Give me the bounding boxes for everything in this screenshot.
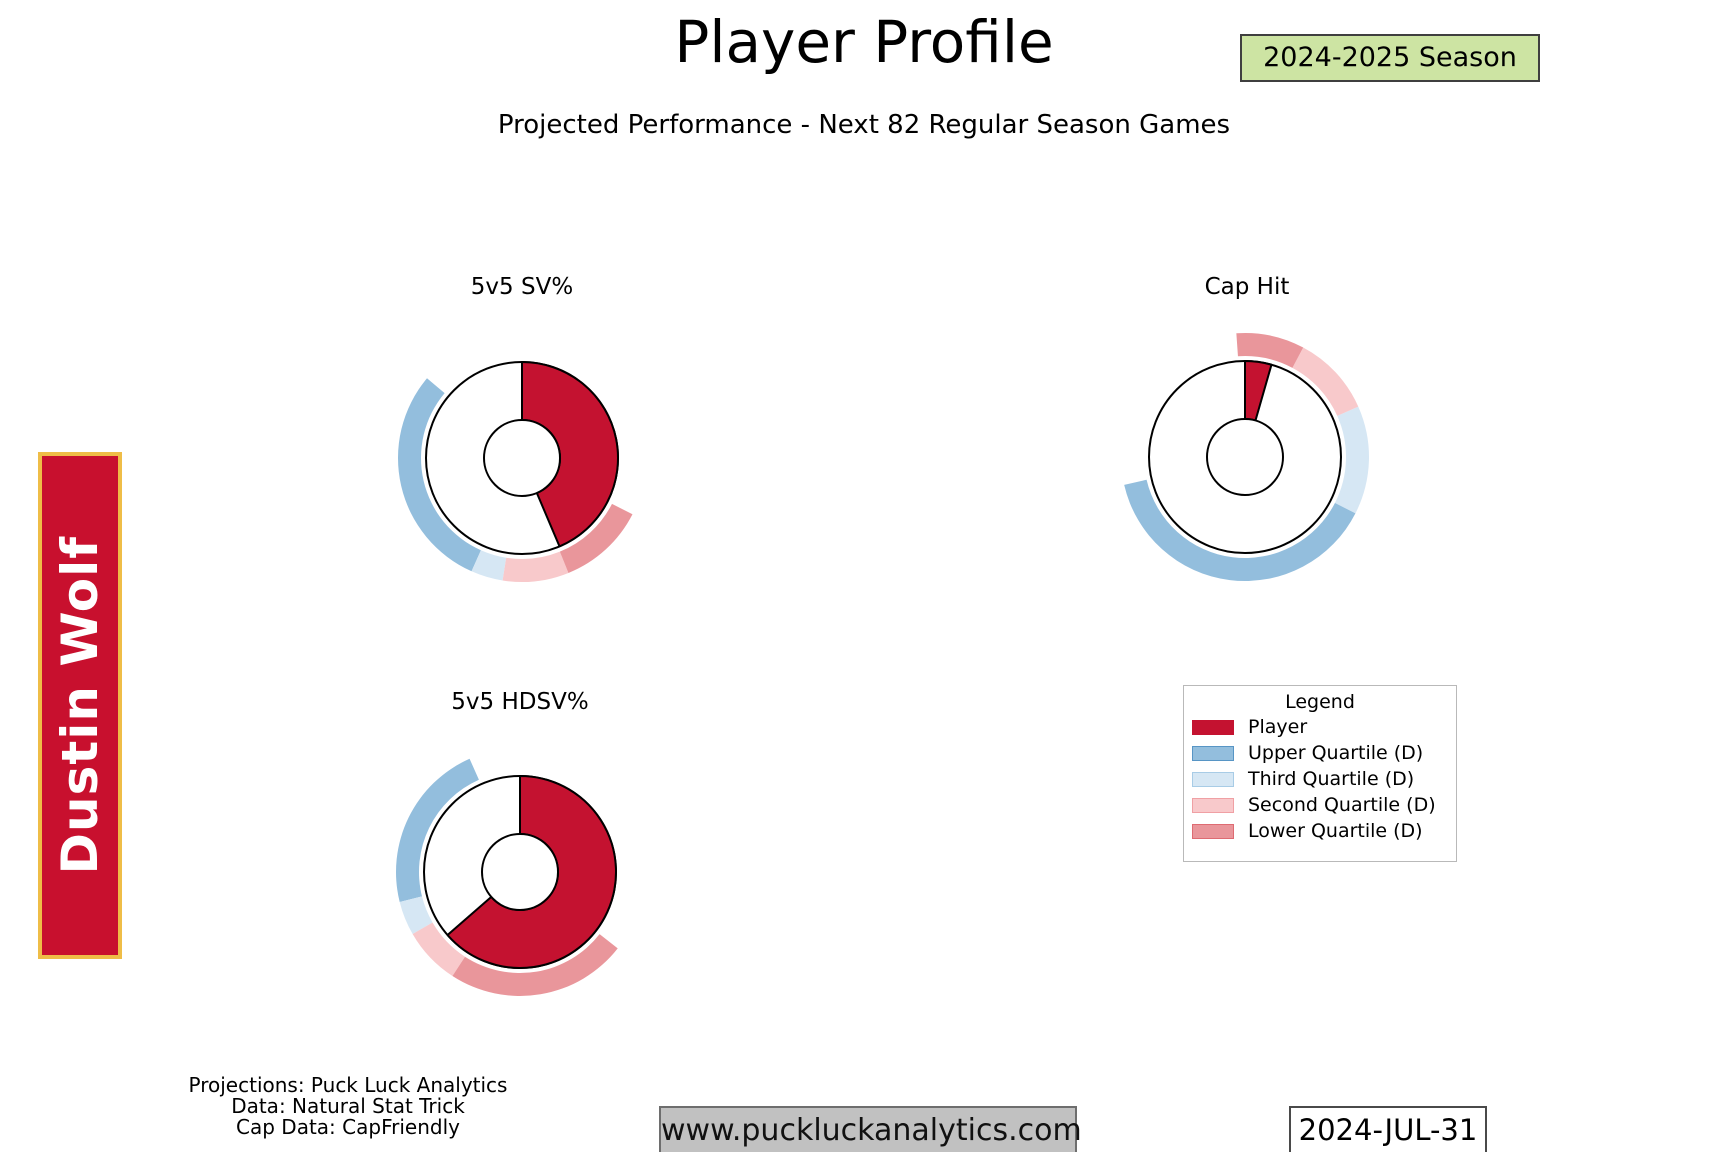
legend-swatch-second	[1192, 797, 1234, 813]
season-badge: 2024-2025 Season	[1240, 34, 1540, 82]
player-name: Dustin Wolf	[51, 536, 109, 875]
credit-line-data: Data: Natural Stat Trick	[231, 1094, 465, 1118]
quartile-arc-second	[412, 922, 465, 976]
donut-hole	[481, 833, 559, 911]
credits: Projections: Puck Luck Analytics Data: N…	[167, 1075, 529, 1138]
legend-item: Player	[1184, 714, 1456, 740]
legend-label: Third Quartile (D)	[1248, 768, 1415, 790]
legend-swatch-upper	[1192, 745, 1234, 761]
legend-items: Player Upper Quartile (D) Third Quartile (…	[1184, 714, 1456, 844]
website-box: www.puckluckanalytics.com	[659, 1106, 1082, 1152]
legend: Legend Player Upper Quartile (D) Third Qua…	[1183, 685, 1457, 862]
donut-chart-5v5-hdsv-pct	[396, 758, 618, 996]
quartile-arc-third	[1334, 406, 1369, 514]
legend-item: Second Quartile (D)	[1184, 792, 1456, 818]
quartile-arc-upper	[398, 378, 481, 572]
credit-line-projections: Projections: Puck Luck Analytics	[188, 1073, 508, 1097]
chart-title-5v5-sv-pct: 5v5 SV%	[470, 274, 574, 300]
legend-item: Upper Quartile (D)	[1184, 740, 1456, 766]
legend-title: Legend	[1285, 691, 1355, 713]
page-title: Player Profile	[674, 8, 1054, 76]
quartile-arc-lower	[559, 503, 633, 573]
quartile-arc-lower	[452, 934, 618, 996]
legend-item: Third Quartile (D)	[1184, 766, 1456, 792]
quartile-arc-second	[1292, 347, 1359, 416]
website-url: www.puckluckanalytics.com	[661, 1113, 1082, 1148]
report-date: 2024-JUL-31	[1289, 1106, 1487, 1152]
quartile-arc-lower	[1236, 333, 1304, 368]
legend-label: Lower Quartile (D)	[1248, 820, 1423, 842]
player-name-banner: Dustin Wolf	[38, 452, 122, 959]
donut-hole	[1206, 418, 1284, 496]
quartile-arc-second	[502, 551, 569, 582]
donut-hole	[483, 419, 561, 497]
chart-title-cap-hit: Cap Hit	[1204, 274, 1290, 300]
chart-title-5v5-hdsv-pct: 5v5 HDSV%	[451, 689, 589, 715]
page-subtitle: Projected Performance - Next 82 Regular …	[497, 110, 1231, 140]
credit-line-cap-data: Cap Data: CapFriendly	[236, 1115, 460, 1139]
quartile-arc-upper	[1124, 479, 1356, 581]
legend-label: Upper Quartile (D)	[1248, 742, 1424, 764]
legend-swatch-lower	[1192, 823, 1234, 839]
quartile-arc-third	[399, 896, 433, 934]
legend-label: Player	[1248, 716, 1308, 738]
legend-item: Lower Quartile (D)	[1184, 818, 1456, 844]
donut-chart-cap-hit	[1124, 333, 1369, 581]
legend-label: Second Quartile (D)	[1248, 794, 1436, 816]
quartile-arc-upper	[396, 758, 479, 902]
legend-swatch-player	[1192, 719, 1234, 735]
donut-chart-5v5-sv-pct	[398, 361, 633, 582]
legend-swatch-third	[1192, 771, 1234, 787]
quartile-arc-third	[471, 550, 507, 581]
